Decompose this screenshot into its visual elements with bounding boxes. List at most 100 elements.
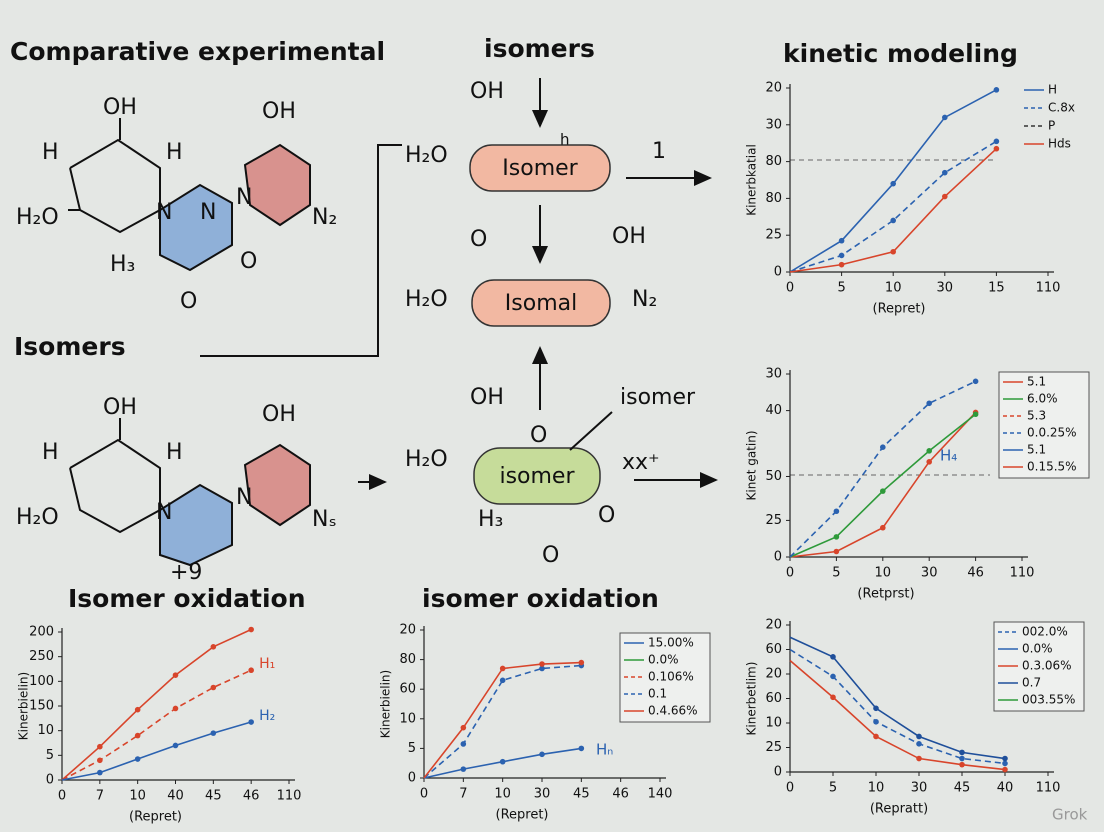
title: isomers (484, 34, 595, 63)
point (972, 411, 979, 418)
x-tick-label: 0 (786, 281, 794, 296)
point (210, 644, 217, 650)
atom: OH (470, 79, 504, 104)
point (830, 654, 836, 660)
x-tick-label: 45 (205, 789, 222, 804)
point (539, 661, 545, 667)
y-tick-label: 20 (765, 618, 782, 633)
x-tick-label: 5 (837, 281, 845, 296)
x-tick-label: 40 (167, 789, 184, 804)
y-tick-label: 25 (765, 513, 782, 528)
point (134, 756, 141, 762)
x-tick-label: 10 (875, 566, 892, 581)
atom: OH (262, 402, 296, 427)
y-tick-label: 20 (399, 623, 416, 638)
x-tick-label: 15 (988, 281, 1005, 296)
legend-label: 0.0% (648, 653, 679, 667)
atom: H₂O (405, 143, 448, 168)
point (942, 114, 948, 121)
y-tick-label: 10 (37, 723, 54, 738)
watermark: Grok (1052, 806, 1088, 824)
title: kinetic modeling (783, 39, 1018, 68)
legend-label: Hds (1048, 137, 1071, 151)
x-tick-label: 46 (243, 789, 260, 804)
ring (243, 443, 311, 527)
point (993, 138, 1000, 145)
x-tick-label: 10 (494, 787, 511, 802)
x-tick-label: 46 (612, 787, 629, 802)
y-tick-label: 10 (399, 711, 416, 726)
title: Isomers (14, 332, 126, 361)
series-line (61, 669, 252, 781)
molecules: Isomer Isomal isomer (68, 78, 718, 567)
y-tick-label: 40 (765, 403, 782, 418)
point (460, 724, 467, 731)
x-tick-label: 0 (786, 781, 794, 796)
x-tick-label: 30 (937, 281, 954, 296)
x-tick-label: 5 (832, 566, 840, 581)
y-tick-label: 150 (29, 699, 54, 714)
y-tick-label: 10 (765, 716, 782, 731)
point (1002, 766, 1008, 773)
x-axis-label: (Repret) (873, 302, 926, 317)
x-tick-label: 30 (534, 787, 551, 802)
legend-box (998, 371, 1090, 479)
atom: N (156, 500, 172, 525)
series-line (789, 659, 1006, 771)
ring (69, 438, 161, 534)
point (460, 741, 467, 747)
atom: OH (470, 385, 504, 410)
x-tick-label: 110 (277, 789, 302, 804)
annotation: Hₙ (596, 741, 613, 759)
point (959, 761, 965, 768)
atom: OH (612, 224, 646, 249)
atom: OH (103, 395, 137, 420)
point (499, 677, 506, 684)
y-tick-label: 0 (774, 765, 782, 780)
x-tick-label: 30 (911, 781, 928, 796)
atom: H₃ (110, 252, 135, 277)
point (959, 749, 965, 756)
atom: O (530, 423, 547, 448)
y-tick-label: 60 (765, 642, 782, 657)
point (959, 755, 965, 762)
y-axis-label: Kinerbkatial (745, 144, 759, 216)
box (469, 144, 611, 192)
x-tick-label: 0 (58, 789, 66, 804)
x-tick-label: 40 (997, 781, 1014, 796)
legend-label: 003.55% (1022, 693, 1075, 707)
legend-box (993, 621, 1085, 712)
point (880, 488, 886, 494)
x-tick-label: 10 (129, 789, 146, 804)
y-axis-label: Kinerbielin) (17, 672, 31, 740)
point (499, 665, 506, 672)
legend-label: 0.0% (1022, 642, 1053, 656)
series-line (61, 628, 252, 781)
atom: isomer (620, 385, 696, 410)
point (830, 694, 836, 701)
box-label: isomer (499, 464, 575, 489)
y-tick-label: 30 (765, 117, 782, 132)
point (134, 732, 141, 739)
atom: O (598, 503, 615, 528)
x-tick-label: 10 (885, 281, 902, 296)
box (473, 447, 601, 505)
y-tick-label: 250 (29, 649, 54, 664)
legend-label: 0.7 (1022, 676, 1041, 690)
y-tick-label: 20 (765, 667, 782, 682)
title: Comparative experimental (10, 37, 385, 66)
point (578, 659, 585, 666)
x-tick-label: 45 (954, 781, 971, 796)
x-tick-label: 46 (967, 566, 984, 581)
point (578, 745, 585, 752)
point (873, 705, 879, 712)
point (880, 444, 886, 451)
x-tick-label: 110 (1036, 281, 1061, 296)
point (830, 673, 836, 680)
y-tick-label: 200 (29, 625, 54, 640)
atom: +9 (170, 560, 202, 585)
point (880, 524, 886, 531)
atom: xx⁺ (622, 450, 660, 475)
x-tick-label: 110 (1010, 566, 1035, 581)
atom: H₂O (16, 505, 59, 530)
